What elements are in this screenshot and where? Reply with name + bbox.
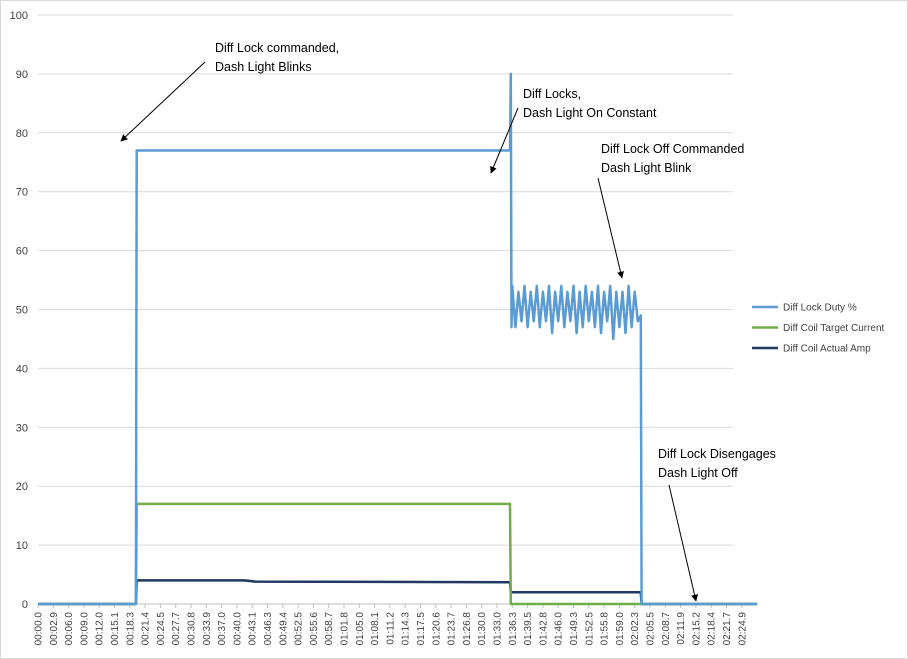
annotations: Diff Lock commanded, Dash Light Blinks Dif… <box>120 41 776 602</box>
x-tick-label: 00:00.0 <box>34 612 45 646</box>
x-tick-label: 01:17.5 <box>416 612 427 646</box>
annotation-text: Dash Light Off <box>658 466 738 480</box>
x-tick-label: 02:15.2 <box>691 612 702 646</box>
x-tick-label: 02:21.7 <box>722 612 733 646</box>
x-tick-label: 01:39.5 <box>523 612 534 646</box>
x-tick-label: 01:59.0 <box>615 612 626 646</box>
x-tick-label: 01:01.8 <box>340 612 351 646</box>
gridlines <box>38 14 733 546</box>
x-tick-label: 00:12.0 <box>95 612 106 646</box>
x-tick-label: 01:30.0 <box>477 612 488 646</box>
x-tick-label: 01:05.0 <box>355 612 366 646</box>
x-tick-label: 01:55.8 <box>600 612 611 646</box>
x-tick-label: 01:49.3 <box>569 612 580 646</box>
x-tick-label: 00:58.7 <box>324 612 335 646</box>
annotation-text: Diff Lock Disengages <box>658 447 776 461</box>
x-tick-label: 01:23.7 <box>447 612 458 646</box>
y-tick-label: 80 <box>16 128 28 140</box>
x-tick-label: 01:20.6 <box>431 612 442 646</box>
x-tick-label: 00:21.4 <box>141 612 152 646</box>
x-tick-label: 00:06.0 <box>64 612 75 646</box>
x-tick-label: 00:40.0 <box>232 612 243 646</box>
x-tick-label: 02:02.3 <box>630 612 641 646</box>
x-tick-label: 01:26.8 <box>462 612 473 646</box>
annotation-text: Dash Light Blinks <box>215 60 312 74</box>
x-tick-label: 00:24.5 <box>156 612 167 646</box>
series-line-diff-lock-duty <box>38 72 758 606</box>
x-tick-label: 01:14.3 <box>401 612 412 646</box>
x-tick-label: 01:46.0 <box>554 612 565 646</box>
x-tick-label: 00:37.0 <box>217 612 228 646</box>
x-tick-label: 02:08.7 <box>661 612 672 646</box>
legend-label: Diff Coil Target Current <box>783 323 885 334</box>
x-tick-label: 00:43.1 <box>248 612 259 646</box>
y-tick-label: 20 <box>16 481 28 493</box>
x-tick-label: 01:36.3 <box>508 612 519 646</box>
annotation-text: Dash Light Blink <box>601 161 692 175</box>
y-tick-label: 40 <box>16 363 28 375</box>
annotation-arrow <box>668 484 698 602</box>
x-tick-label: 02:05.5 <box>646 612 657 646</box>
legend-label: Diff Lock Duty % <box>783 303 857 314</box>
x-tick-label: 00:46.3 <box>263 612 274 646</box>
y-tick-label: 50 <box>16 305 28 317</box>
y-tick-label: 0 <box>22 599 28 611</box>
series-line-diff-coil-actual-amp <box>38 579 758 606</box>
x-tick-label: 00:49.4 <box>278 612 289 646</box>
x-tick-label: 00:02.9 <box>49 612 60 646</box>
x-tick-label: 00:33.9 <box>202 612 213 646</box>
x-tick-label: 00:09.0 <box>79 612 90 646</box>
x-tick-label: 01:08.1 <box>370 612 381 646</box>
x-tick-label: 00:18.3 <box>125 612 136 646</box>
x-tick-label: 02:18.4 <box>707 612 718 646</box>
annotation-arrow <box>490 107 519 174</box>
x-tick-label: 02:11.9 <box>676 612 687 645</box>
legend: Diff Lock Duty % Diff Coil Target Current… <box>752 303 885 355</box>
legend-label: Diff Coil Actual Amp <box>783 344 871 355</box>
annotation-text: Dash Light On Constant <box>523 106 657 120</box>
x-tick-label: 02:24.9 <box>737 612 748 646</box>
y-axis: 0 10 20 30 40 50 60 70 80 90 100 <box>10 10 28 611</box>
x-tick-label: 00:55.6 <box>309 612 320 646</box>
y-tick-label: 90 <box>16 69 28 81</box>
series-line-diff-coil-target-current <box>38 502 758 606</box>
x-tick-label: 01:42.8 <box>538 612 549 646</box>
x-tick-label: 00:15.1 <box>110 612 121 646</box>
series-lines <box>38 72 758 606</box>
y-tick-label: 30 <box>16 422 28 434</box>
annotation-arrow <box>120 61 206 142</box>
x-axis: 00:00.0 00:02.9 00:06.0 00:09.0 00:12.0 00:15… <box>34 603 748 646</box>
y-tick-label: 70 <box>16 187 28 199</box>
y-tick-label: 10 <box>16 540 28 552</box>
annotation-text: Diff Locks, <box>523 87 581 101</box>
annotation-text: Diff Lock commanded, <box>215 41 339 55</box>
x-tick-label: 00:30.8 <box>187 612 198 646</box>
annotation-text: Diff Lock Off Commanded <box>601 142 744 156</box>
x-tick-label: 01:33.0 <box>493 612 504 646</box>
x-tick-label: 00:27.7 <box>171 612 182 646</box>
x-tick-label: 00:52.5 <box>294 612 305 646</box>
y-tick-label: 60 <box>16 246 28 258</box>
x-tick-label: 01:52.5 <box>584 612 595 646</box>
y-tick-label: 100 <box>10 10 28 22</box>
x-tick-label: 01:11.2 <box>385 612 396 645</box>
annotation-arrow <box>597 177 624 279</box>
